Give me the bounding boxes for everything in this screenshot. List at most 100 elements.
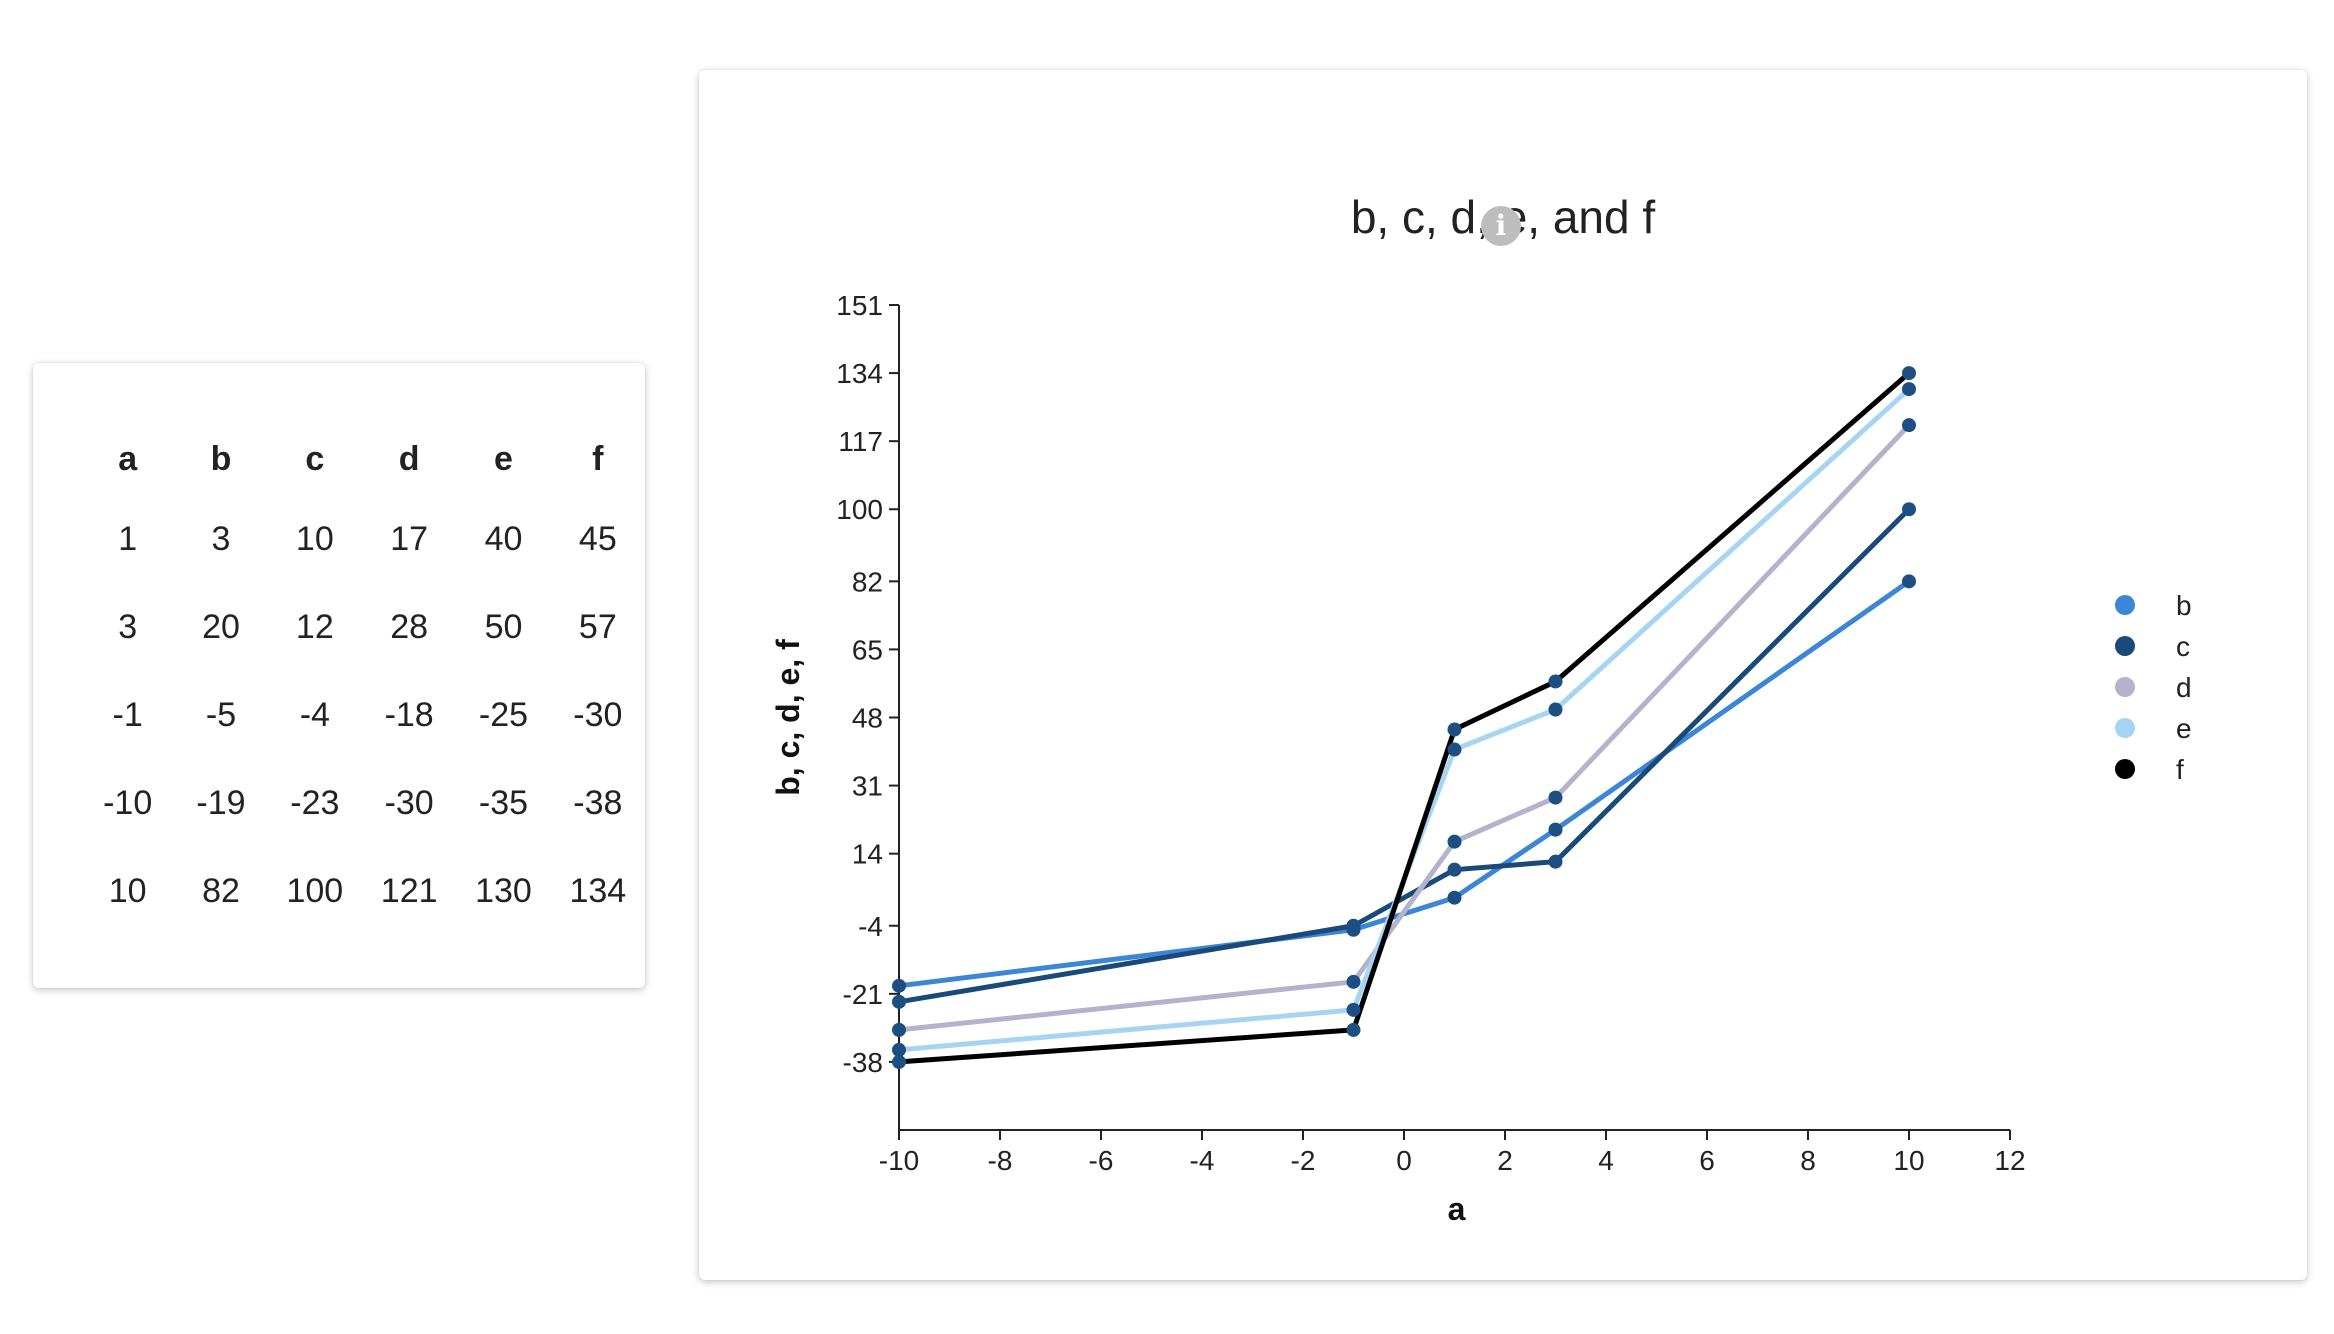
table-cell: -38 (573, 783, 623, 822)
data-point-e[interactable] (1447, 742, 1462, 757)
data-point-d[interactable] (892, 1022, 906, 1037)
y-tick-label: 82 (852, 566, 883, 597)
x-tick-label: -10 (879, 1145, 919, 1176)
x-tick-label: 4 (1598, 1145, 1614, 1176)
table-cell: -23 (290, 783, 340, 822)
table-cell: 57 (578, 607, 617, 646)
data-point-e[interactable] (1548, 702, 1563, 717)
data-point-c[interactable] (1902, 502, 1916, 517)
legend-label-f: f (2176, 754, 2184, 785)
x-tick-label: -2 (1291, 1145, 1316, 1176)
table-cell: 10 (108, 871, 147, 910)
legend-label-d: d (2176, 672, 2192, 703)
column-header-f: f (592, 439, 604, 478)
table-cell: 134 (569, 871, 627, 910)
legend-marker-d (2115, 677, 2135, 697)
data-point-e[interactable] (1902, 382, 1916, 397)
data-point-c[interactable] (892, 994, 906, 1009)
x-tick-label: -6 (1089, 1145, 1114, 1176)
x-tick-label: 12 (1994, 1145, 2025, 1176)
table-cell: -4 (299, 695, 330, 734)
table-cell: -19 (196, 783, 246, 822)
data-table: a b c d e f 1 3 10 17 40 45 3 20 12 28 (81, 423, 645, 935)
data-point-c[interactable] (1548, 854, 1563, 869)
data-table-card: a b c d e f 1 3 10 17 40 45 3 20 12 28 (33, 363, 645, 988)
y-tick-label: 31 (852, 771, 883, 802)
table-cell: 121 (380, 871, 438, 910)
legend-marker-c (2115, 636, 2135, 656)
table-cell: 40 (484, 519, 523, 558)
legend-label-c: c (2176, 631, 2190, 662)
y-tick-label: 48 (852, 703, 883, 734)
legend-marker-e (2115, 718, 2135, 738)
info-icon[interactable]: i (1481, 206, 1521, 246)
table-cell: 45 (578, 519, 617, 558)
x-tick-label: 10 (1893, 1145, 1924, 1176)
legend-label-b: b (2176, 590, 2192, 621)
table-row: -10 -19 -23 -30 -35 -38 (81, 759, 645, 847)
table-cell: -10 (103, 783, 153, 822)
y-tick-label: 117 (838, 426, 883, 457)
data-point-f[interactable] (1548, 674, 1563, 689)
data-point-f[interactable] (892, 1054, 906, 1069)
data-point-e[interactable] (892, 1042, 906, 1057)
column-header-c: c (305, 439, 325, 478)
y-tick-label: -38 (843, 1047, 883, 1078)
legend-marker-f (2115, 759, 2135, 779)
table-cell: -35 (478, 783, 529, 822)
data-point-b[interactable] (1548, 822, 1563, 837)
data-point-c[interactable] (1447, 862, 1462, 877)
data-point-d[interactable] (1902, 418, 1916, 433)
series-line-f (896, 370, 1912, 1065)
x-tick-label: 0 (1396, 1145, 1412, 1176)
x-axis-title: a (1448, 1191, 1466, 1227)
table-cell: -25 (478, 695, 529, 734)
data-point-b[interactable] (892, 978, 906, 993)
legend-label-e: e (2176, 713, 2192, 744)
data-point-e[interactable] (1346, 1002, 1361, 1017)
data-point-d[interactable] (1447, 834, 1462, 849)
table-cell: -18 (384, 695, 434, 734)
x-tick-label: 2 (1497, 1145, 1513, 1176)
table-cell: 20 (202, 607, 240, 646)
data-point-f[interactable] (1447, 722, 1462, 737)
table-cell: -5 (205, 695, 237, 734)
data-point-b[interactable] (1447, 890, 1462, 905)
x-tick-label: 6 (1699, 1145, 1715, 1176)
series-line-d (896, 422, 1912, 1033)
y-axis-title: b, c, d, e, f (770, 639, 806, 796)
data-point-d[interactable] (1346, 974, 1361, 989)
data-point-b[interactable] (1902, 574, 1916, 589)
table-cell: 3 (211, 519, 231, 558)
table-cell: 100 (286, 871, 344, 910)
data-point-f[interactable] (1346, 1022, 1361, 1037)
y-tick-label: 151 (836, 290, 883, 321)
table-cell: 12 (295, 607, 334, 646)
table-row: -1 -5 -4 -18 -25 -30 (81, 671, 645, 759)
table-header-row: a b c d e f (81, 423, 645, 495)
y-tick-label: -4 (858, 911, 883, 942)
table-cell: 130 (475, 871, 532, 910)
x-tick-label: -8 (988, 1145, 1013, 1176)
y-tick-label: 100 (836, 494, 883, 525)
data-point-c[interactable] (1346, 918, 1361, 933)
table-cell: 10 (295, 519, 334, 558)
table-cell: 1 (118, 519, 138, 558)
table-cell: -30 (573, 695, 623, 734)
y-tick-label: 14 (852, 839, 883, 870)
x-tick-label: -4 (1190, 1145, 1215, 1176)
table-cell: 17 (390, 519, 429, 558)
table-cell: -1 (112, 695, 143, 734)
chart-card: b, c, d, e, and f i -38 -21 -4 14 31 48 65 82 10… (699, 70, 2307, 1280)
table-row: 3 20 12 28 50 57 (81, 583, 645, 671)
y-tick-label: 65 (852, 634, 883, 665)
table-row: 10 82 100 121 130 134 (81, 847, 645, 935)
table-cell: -30 (384, 783, 434, 822)
table-cell: 82 (202, 871, 240, 910)
table-cell: 50 (484, 607, 523, 646)
data-point-d[interactable] (1548, 790, 1563, 805)
table-cell: 3 (118, 607, 138, 646)
y-tick-label: 134 (836, 358, 883, 389)
data-point-f[interactable] (1902, 366, 1916, 381)
series-line-e (896, 386, 1912, 1053)
